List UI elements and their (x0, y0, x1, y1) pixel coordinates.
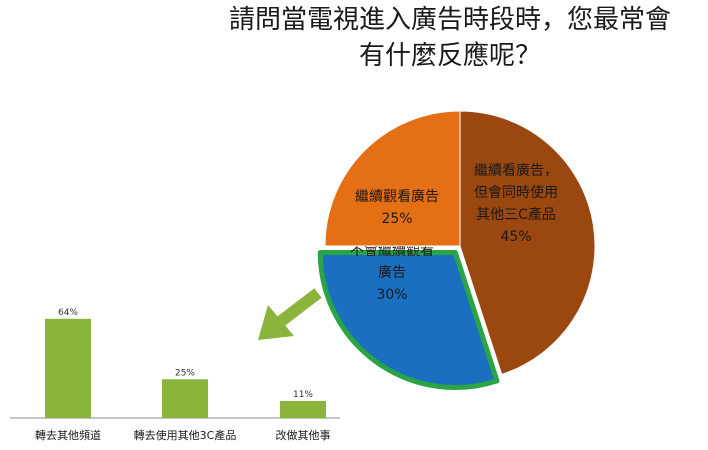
pie-slice-label-3: 繼續觀看廣告 25% (355, 188, 439, 227)
chart-title: 請問當電視進入廣告時段時，您最常會 有什麼反應呢？ (200, 2, 700, 74)
pie-slice-label-2: 不會繼續觀看廣告 30% (350, 243, 434, 303)
pie-slice-3 (324, 110, 461, 247)
pointer-arrow-icon (258, 288, 322, 340)
bar-category-label-3: 改做其他事 (276, 428, 331, 442)
arrow-head (258, 305, 294, 340)
pie-chart: 繼續看廣告，但會同時使用其他三C產品 45% 不會繼續觀看廣告 30% 繼續觀看廣告 25… (317, 110, 596, 390)
bar-1 (45, 318, 91, 418)
bar-value-label-1: 64% (58, 308, 78, 318)
title-line-2: 有什麼反應呢？ (358, 41, 541, 71)
bar-category-label-1: 轉去其他頻道 (35, 428, 101, 442)
arrow-shaft (276, 288, 322, 327)
bar-3 (280, 400, 326, 418)
bar-2 (162, 379, 208, 418)
bar-value-label-2: 25% (175, 368, 195, 378)
bar-chart: 64% 轉去其他頻道 25% 轉去使用其他3C產品 11% 改做其他事 (10, 308, 340, 442)
pie-slice-2 (317, 249, 500, 390)
bar-category-label-2: 轉去使用其他3C產品 (134, 428, 237, 442)
title-line-1: 請問當電視進入廣告時段時，您最常會 (228, 5, 671, 35)
pie-slice-1 (459, 110, 596, 375)
bar-value-label-3: 11% (293, 390, 313, 400)
pie-slice-label-1: 繼續看廣告，但會同時使用其他三C產品 45% (474, 162, 558, 245)
